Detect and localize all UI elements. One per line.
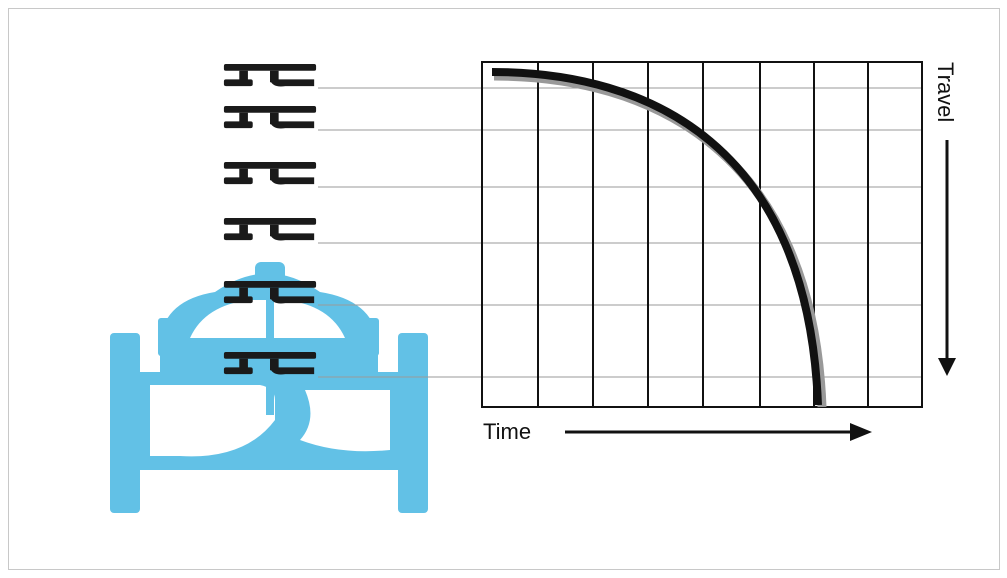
page: Travel Time (() => { const data = JSON.p… [0,0,1007,578]
frame [9,9,1000,570]
diagram: Travel Time [0,0,1007,578]
travel-label: Travel [933,62,958,122]
time-label: Time [483,419,531,444]
